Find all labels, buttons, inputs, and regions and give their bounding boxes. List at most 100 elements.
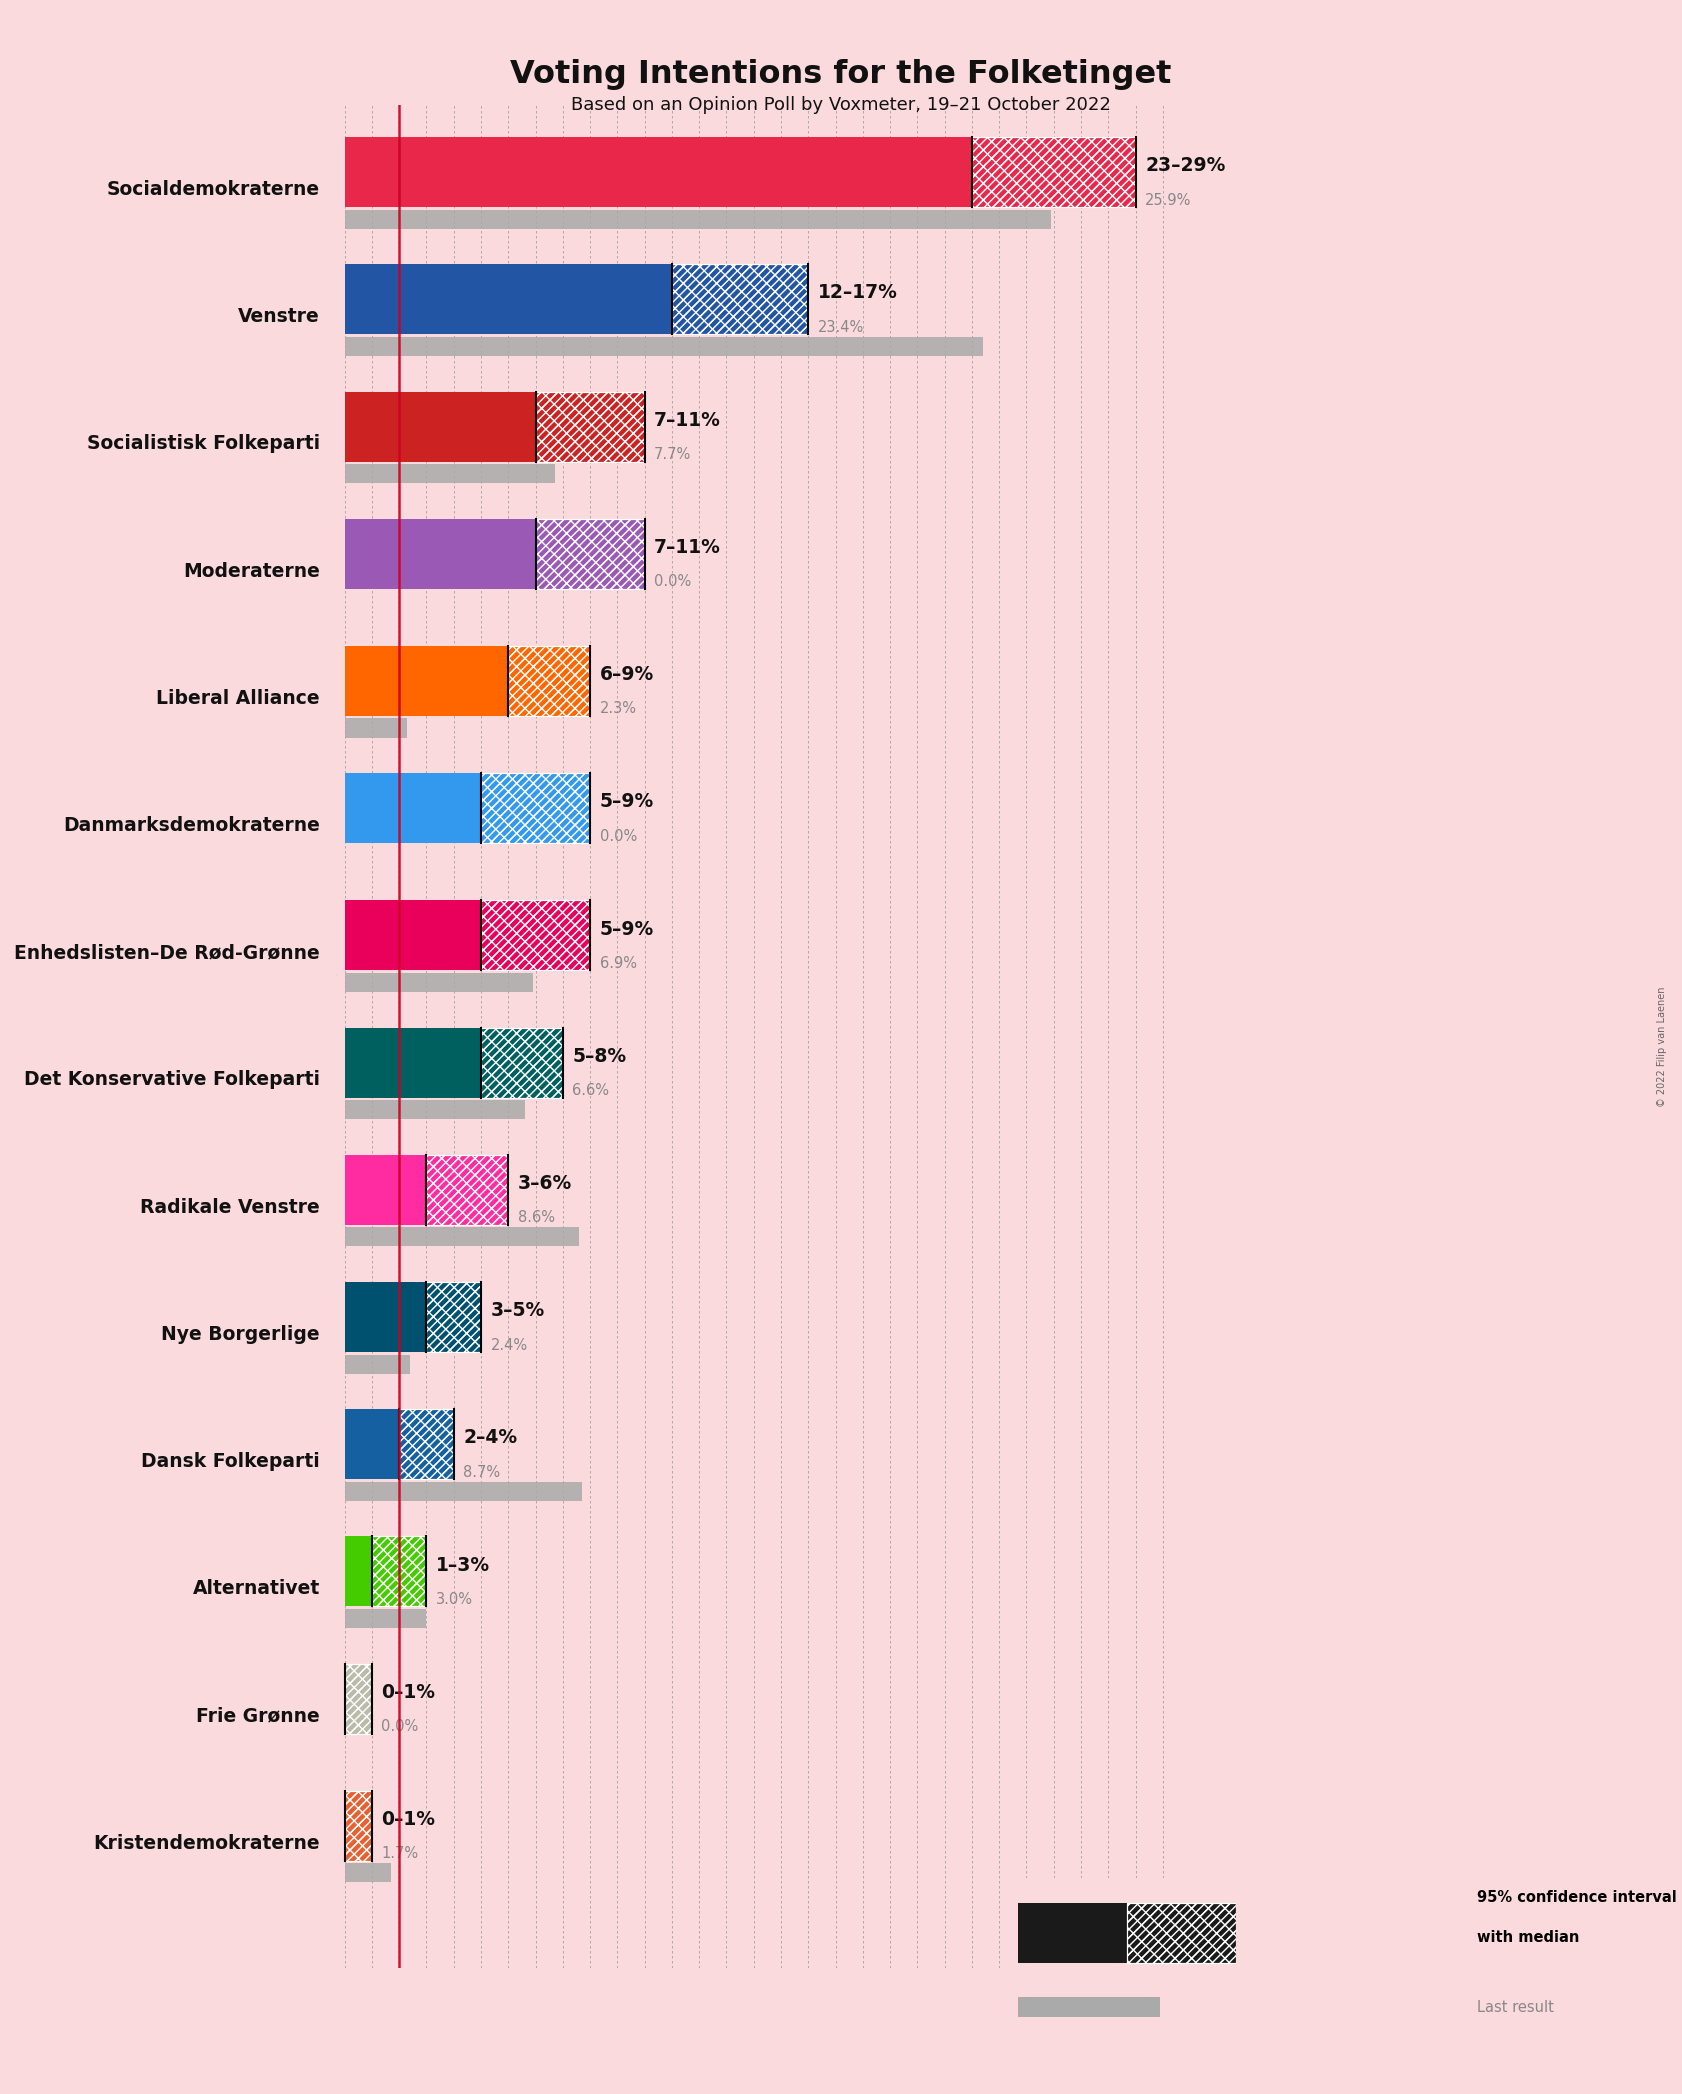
Bar: [481, 900, 590, 970]
Bar: [345, 1864, 390, 1883]
Bar: [345, 1409, 399, 1478]
Bar: [508, 645, 590, 716]
Text: Based on an Opinion Poll by Voxmeter, 19–21 October 2022: Based on an Opinion Poll by Voxmeter, 19…: [572, 96, 1110, 115]
Bar: [535, 519, 644, 588]
Text: 5–9%: 5–9%: [599, 919, 654, 938]
Bar: [535, 392, 644, 461]
Bar: [345, 1665, 372, 1734]
Bar: [481, 1028, 563, 1097]
Bar: [345, 1282, 427, 1353]
Text: 7.7%: 7.7%: [654, 446, 691, 463]
Bar: [427, 1282, 481, 1353]
Bar: [345, 1483, 582, 1501]
Text: 6–9%: 6–9%: [599, 666, 654, 685]
Bar: [345, 1790, 372, 1862]
Text: 2.4%: 2.4%: [491, 1338, 528, 1353]
Bar: [345, 645, 508, 716]
Bar: [399, 1409, 454, 1478]
Text: 25.9%: 25.9%: [1145, 193, 1191, 207]
Text: Voting Intentions for the Folketinget: Voting Intentions for the Folketinget: [510, 59, 1172, 90]
Text: 0–1%: 0–1%: [382, 1809, 436, 1828]
Bar: [481, 773, 590, 844]
Bar: [1127, 1903, 1236, 1964]
Bar: [427, 1154, 508, 1225]
Bar: [345, 1790, 372, 1862]
Bar: [427, 1154, 508, 1225]
Text: 6.6%: 6.6%: [572, 1083, 609, 1097]
Bar: [1018, 1903, 1127, 1964]
Bar: [972, 136, 1135, 207]
Bar: [345, 264, 671, 335]
Bar: [345, 136, 972, 207]
Text: 7–11%: 7–11%: [654, 410, 722, 429]
Bar: [535, 519, 644, 588]
Bar: [972, 136, 1135, 207]
Text: 0–1%: 0–1%: [382, 1684, 436, 1702]
Bar: [345, 1099, 525, 1118]
Bar: [427, 1154, 508, 1225]
Text: 0.0%: 0.0%: [599, 829, 637, 844]
Text: with median: with median: [1477, 1931, 1579, 1945]
Bar: [1127, 1903, 1236, 1964]
Text: 8.7%: 8.7%: [463, 1464, 500, 1480]
Text: 5–8%: 5–8%: [572, 1047, 626, 1066]
Bar: [481, 900, 590, 970]
Bar: [535, 392, 644, 461]
Text: 5–9%: 5–9%: [599, 792, 654, 810]
Text: 95% confidence interval: 95% confidence interval: [1477, 1889, 1677, 1906]
Bar: [372, 1537, 427, 1606]
Bar: [345, 1227, 579, 1246]
Text: 3–6%: 3–6%: [518, 1175, 572, 1194]
Text: © 2022 Filip van Laenen: © 2022 Filip van Laenen: [1657, 986, 1667, 1108]
Bar: [345, 1665, 372, 1734]
Text: 0.0%: 0.0%: [382, 1719, 419, 1734]
Bar: [399, 1409, 454, 1478]
Text: 23–29%: 23–29%: [1145, 157, 1226, 176]
Bar: [345, 519, 535, 588]
Bar: [345, 209, 1051, 228]
Text: 8.6%: 8.6%: [518, 1210, 555, 1225]
Bar: [345, 900, 481, 970]
Text: 6.9%: 6.9%: [599, 955, 636, 972]
Bar: [345, 1790, 372, 1862]
Bar: [671, 264, 809, 335]
Text: 12–17%: 12–17%: [817, 283, 898, 302]
Bar: [481, 773, 590, 844]
Bar: [372, 1537, 427, 1606]
Bar: [972, 136, 1135, 207]
Bar: [399, 1409, 454, 1478]
Text: 2.3%: 2.3%: [599, 701, 636, 716]
Bar: [481, 1028, 563, 1097]
Text: 0.0%: 0.0%: [654, 574, 691, 588]
Bar: [481, 773, 590, 844]
Bar: [508, 645, 590, 716]
Bar: [345, 1537, 372, 1606]
Text: 1.7%: 1.7%: [382, 1847, 419, 1862]
Bar: [345, 1028, 481, 1097]
Bar: [1018, 1998, 1161, 2017]
Bar: [345, 974, 533, 993]
Bar: [345, 773, 481, 844]
Bar: [427, 1282, 481, 1353]
Bar: [345, 718, 407, 737]
Bar: [508, 645, 590, 716]
Bar: [427, 1282, 481, 1353]
Bar: [345, 337, 982, 356]
Bar: [481, 1028, 563, 1097]
Bar: [345, 465, 555, 484]
Bar: [481, 900, 590, 970]
Bar: [345, 1355, 410, 1374]
Bar: [535, 519, 644, 588]
Bar: [671, 264, 809, 335]
Bar: [372, 1537, 427, 1606]
Bar: [345, 392, 535, 461]
Text: 2–4%: 2–4%: [463, 1428, 518, 1447]
Bar: [345, 1608, 427, 1627]
Text: Last result: Last result: [1477, 2000, 1554, 2014]
Text: 3.0%: 3.0%: [436, 1591, 473, 1606]
Bar: [1127, 1903, 1236, 1964]
Bar: [535, 392, 644, 461]
Text: 23.4%: 23.4%: [817, 320, 865, 335]
Bar: [345, 1154, 427, 1225]
Bar: [671, 264, 809, 335]
